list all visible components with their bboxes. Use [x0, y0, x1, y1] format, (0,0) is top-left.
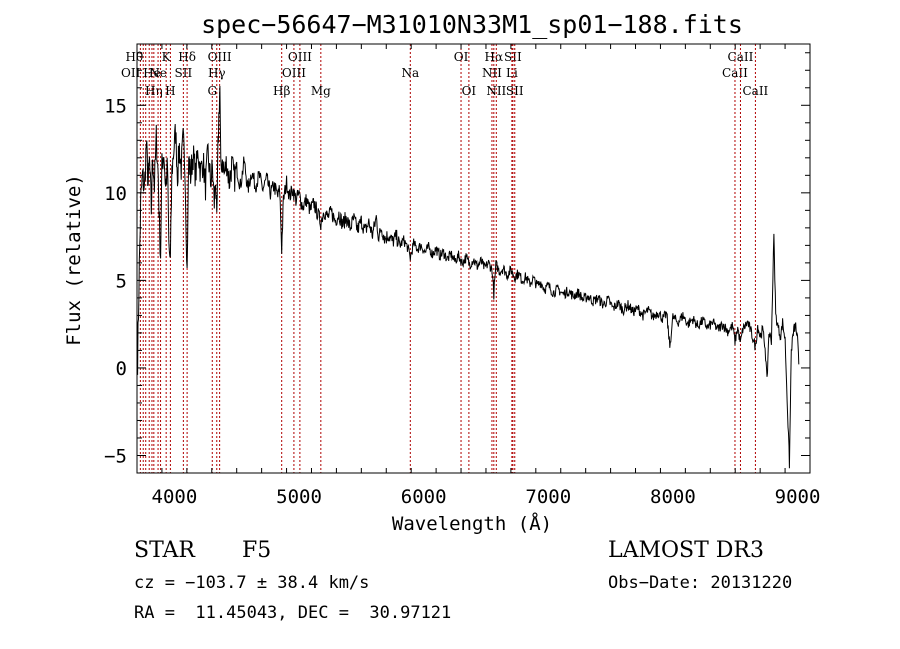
line-label: Mg	[311, 84, 331, 98]
line-label: OI	[462, 84, 477, 98]
line-label: OIII	[288, 50, 312, 64]
line-label: SII	[506, 84, 524, 98]
line-label: Hδ	[178, 50, 196, 64]
spectral-line-markers: OIIHθHeHηNeKHSIIHδGHγOIIIHβOIIIOIIIMgNaO…	[121, 44, 769, 473]
flux-series	[137, 85, 800, 469]
line-label: CaII	[742, 84, 768, 98]
axes: 4000 5000 6000 7000 8000 9000 −5 0 5 10 15	[104, 43, 821, 508]
x-tick-label: 9000	[775, 486, 821, 508]
subclass: F5	[242, 538, 272, 563]
line-label: SII	[175, 66, 193, 80]
line-label: NII	[486, 84, 506, 98]
x-tick-label: 6000	[401, 486, 447, 508]
plot-frame	[136, 43, 811, 474]
y-tick-label: 15	[104, 95, 127, 117]
line-label: Hθ	[126, 50, 144, 64]
redshift-velocity: cz = −103.7 ± 38.4 km/s	[134, 573, 370, 593]
flux-line	[137, 85, 800, 469]
line-label: OII	[121, 66, 141, 80]
line-label: NII	[482, 66, 502, 80]
y-tick-label: −5	[104, 445, 127, 467]
line-label: Hα	[485, 50, 504, 64]
chart-title: spec−56647−M31010N33M1_sp01−188.fits	[201, 10, 743, 39]
line-label: G	[207, 84, 217, 98]
line-label: OIII	[282, 66, 306, 80]
x-tick-label: 4000	[152, 486, 198, 508]
line-label: SII	[504, 50, 522, 64]
line-label: He	[143, 66, 161, 80]
line-label: H	[165, 84, 175, 98]
coordinates: RA = 11.45043, DEC = 30.97121	[134, 603, 452, 623]
x-axis-label: Wavelength (Å)	[392, 512, 552, 535]
survey-name: LAMOST DR3	[608, 538, 764, 563]
line-label: OIII	[208, 50, 232, 64]
object-class: STAR	[134, 538, 195, 563]
line-label: OI	[454, 50, 469, 64]
line-label: Na	[401, 66, 419, 80]
y-tick-label: 5	[116, 270, 127, 292]
observation-date: Obs−Date: 20131220	[608, 573, 793, 593]
line-label: CaII	[728, 50, 754, 64]
line-label: Hγ	[208, 66, 226, 80]
y-tick-label: 0	[116, 358, 127, 380]
x-tick-label: 8000	[650, 486, 696, 508]
y-axis-label: Flux (relative)	[63, 174, 85, 346]
line-label: Hβ	[273, 84, 290, 98]
y-tick-label: 10	[104, 183, 127, 205]
line-label: CaII	[722, 66, 748, 80]
line-label: Li	[506, 66, 518, 80]
x-tick-label: 7000	[525, 486, 571, 508]
line-label: K	[162, 50, 172, 64]
line-label: Hη	[145, 84, 163, 98]
line-label: Ne	[149, 66, 167, 80]
x-tick-label: 5000	[276, 486, 322, 508]
